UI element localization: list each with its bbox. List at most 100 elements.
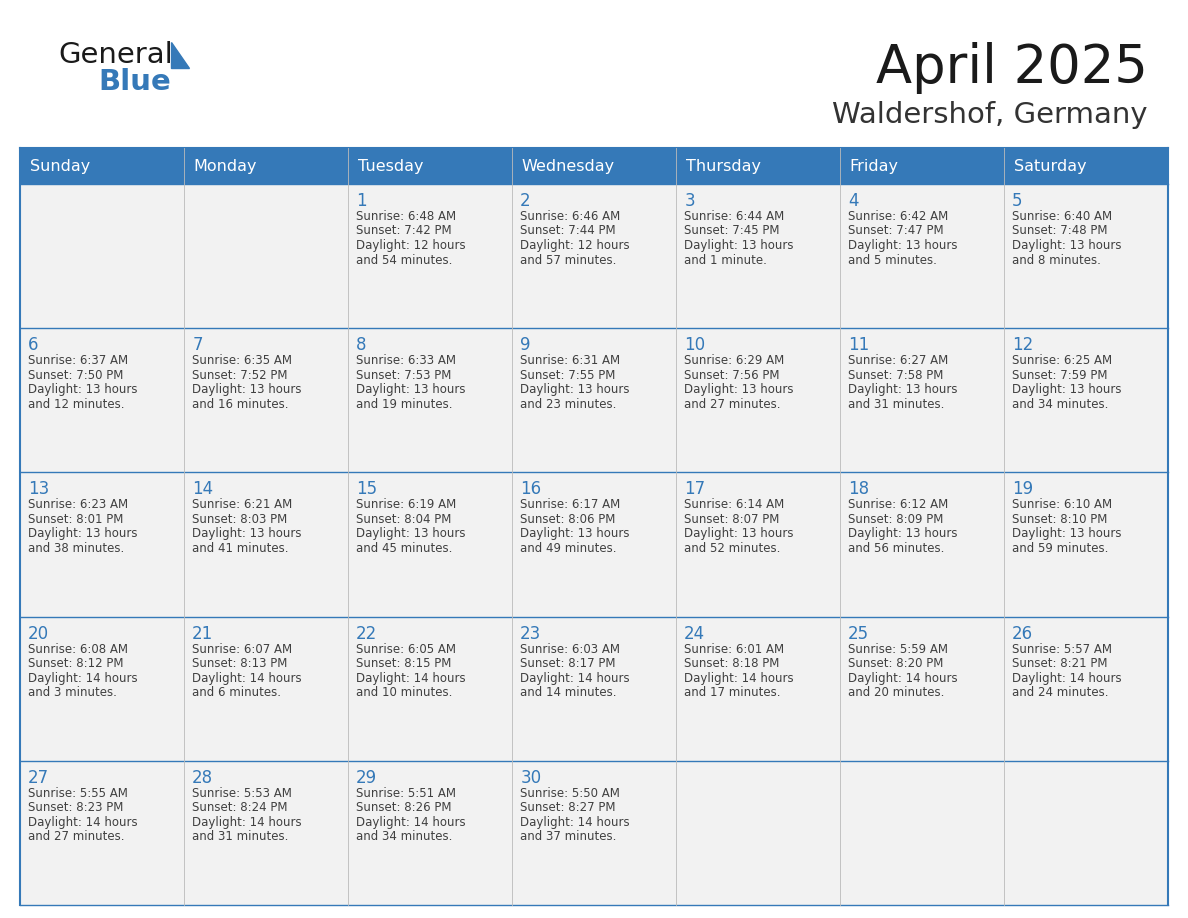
Text: 17: 17 xyxy=(684,480,706,498)
Text: Sunset: 8:01 PM: Sunset: 8:01 PM xyxy=(29,513,124,526)
Text: Friday: Friday xyxy=(849,159,899,174)
Text: and 16 minutes.: and 16 minutes. xyxy=(192,397,289,410)
Text: Daylight: 13 hours: Daylight: 13 hours xyxy=(848,528,958,541)
Text: and 23 minutes.: and 23 minutes. xyxy=(520,397,617,410)
Text: 29: 29 xyxy=(356,768,378,787)
Text: Saturday: Saturday xyxy=(1013,159,1087,174)
Text: Sunrise: 6:42 AM: Sunrise: 6:42 AM xyxy=(848,210,948,223)
Text: Thursday: Thursday xyxy=(685,159,760,174)
Text: Sunset: 8:10 PM: Sunset: 8:10 PM xyxy=(1012,513,1107,526)
Bar xyxy=(512,184,676,329)
Text: Daylight: 13 hours: Daylight: 13 hours xyxy=(356,383,466,397)
Bar xyxy=(840,617,1004,761)
Bar xyxy=(676,761,840,905)
Text: Daylight: 14 hours: Daylight: 14 hours xyxy=(192,672,302,685)
Bar xyxy=(1004,184,1168,329)
Bar xyxy=(840,761,1004,905)
Text: Sunset: 7:58 PM: Sunset: 7:58 PM xyxy=(848,369,943,382)
Text: Sunrise: 6:29 AM: Sunrise: 6:29 AM xyxy=(684,354,784,367)
Bar xyxy=(20,148,1168,184)
Text: 8: 8 xyxy=(356,336,367,354)
Text: Sunset: 8:26 PM: Sunset: 8:26 PM xyxy=(356,801,451,814)
Text: Sunrise: 6:23 AM: Sunrise: 6:23 AM xyxy=(29,498,128,511)
Text: and 6 minutes.: and 6 minutes. xyxy=(192,686,282,700)
Text: Daylight: 13 hours: Daylight: 13 hours xyxy=(29,383,138,397)
Text: Sunrise: 5:59 AM: Sunrise: 5:59 AM xyxy=(848,643,948,655)
Text: Daylight: 13 hours: Daylight: 13 hours xyxy=(192,528,302,541)
Text: 30: 30 xyxy=(520,768,542,787)
Text: Sunrise: 5:55 AM: Sunrise: 5:55 AM xyxy=(29,787,128,800)
Text: Sunrise: 6:03 AM: Sunrise: 6:03 AM xyxy=(520,643,620,655)
Text: Sunset: 7:59 PM: Sunset: 7:59 PM xyxy=(1012,369,1107,382)
Text: Sunrise: 6:21 AM: Sunrise: 6:21 AM xyxy=(192,498,292,511)
Text: Sunrise: 6:40 AM: Sunrise: 6:40 AM xyxy=(1012,210,1112,223)
Text: Sunrise: 6:25 AM: Sunrise: 6:25 AM xyxy=(1012,354,1112,367)
Text: 27: 27 xyxy=(29,768,50,787)
Text: Sunset: 8:15 PM: Sunset: 8:15 PM xyxy=(356,657,451,670)
Text: Sunset: 7:47 PM: Sunset: 7:47 PM xyxy=(848,225,943,238)
Text: Daylight: 14 hours: Daylight: 14 hours xyxy=(356,672,466,685)
Text: 5: 5 xyxy=(1012,192,1023,210)
Bar xyxy=(676,617,840,761)
Text: Sunrise: 6:46 AM: Sunrise: 6:46 AM xyxy=(520,210,620,223)
Text: Sunrise: 6:35 AM: Sunrise: 6:35 AM xyxy=(192,354,292,367)
Text: 20: 20 xyxy=(29,624,50,643)
Text: Sunset: 8:27 PM: Sunset: 8:27 PM xyxy=(520,801,615,814)
Text: Sunrise: 6:27 AM: Sunrise: 6:27 AM xyxy=(848,354,948,367)
Text: Sunrise: 6:48 AM: Sunrise: 6:48 AM xyxy=(356,210,456,223)
Text: 7: 7 xyxy=(192,336,203,354)
Text: and 45 minutes.: and 45 minutes. xyxy=(356,542,453,554)
Text: and 24 minutes.: and 24 minutes. xyxy=(1012,686,1108,700)
Text: and 12 minutes.: and 12 minutes. xyxy=(29,397,125,410)
Text: 21: 21 xyxy=(192,624,214,643)
Text: Sunset: 8:24 PM: Sunset: 8:24 PM xyxy=(192,801,287,814)
Text: Monday: Monday xyxy=(194,159,258,174)
Text: Daylight: 12 hours: Daylight: 12 hours xyxy=(356,239,466,252)
Bar xyxy=(184,617,348,761)
Bar xyxy=(1004,617,1168,761)
Text: Daylight: 13 hours: Daylight: 13 hours xyxy=(1012,239,1121,252)
Bar xyxy=(676,473,840,617)
Text: Sunrise: 6:07 AM: Sunrise: 6:07 AM xyxy=(192,643,292,655)
Text: and 37 minutes.: and 37 minutes. xyxy=(520,830,617,844)
Text: 22: 22 xyxy=(356,624,378,643)
Text: and 34 minutes.: and 34 minutes. xyxy=(1012,397,1108,410)
Text: Daylight: 13 hours: Daylight: 13 hours xyxy=(1012,528,1121,541)
Text: Daylight: 13 hours: Daylight: 13 hours xyxy=(684,528,794,541)
Text: Sunset: 7:56 PM: Sunset: 7:56 PM xyxy=(684,369,779,382)
Bar xyxy=(1004,761,1168,905)
Text: Sunrise: 6:19 AM: Sunrise: 6:19 AM xyxy=(356,498,456,511)
Text: 15: 15 xyxy=(356,480,378,498)
Text: and 41 minutes.: and 41 minutes. xyxy=(192,542,289,554)
Text: Sunset: 8:18 PM: Sunset: 8:18 PM xyxy=(684,657,779,670)
Text: Sunset: 8:04 PM: Sunset: 8:04 PM xyxy=(356,513,451,526)
Text: 25: 25 xyxy=(848,624,870,643)
Bar xyxy=(840,329,1004,473)
Text: 12: 12 xyxy=(1012,336,1034,354)
Text: and 5 minutes.: and 5 minutes. xyxy=(848,253,937,266)
Bar xyxy=(676,329,840,473)
Text: and 17 minutes.: and 17 minutes. xyxy=(684,686,781,700)
Bar xyxy=(20,617,184,761)
Text: Sunrise: 6:08 AM: Sunrise: 6:08 AM xyxy=(29,643,128,655)
Text: Sunset: 8:23 PM: Sunset: 8:23 PM xyxy=(29,801,124,814)
Text: Sunset: 8:09 PM: Sunset: 8:09 PM xyxy=(848,513,943,526)
Text: Sunset: 7:52 PM: Sunset: 7:52 PM xyxy=(192,369,287,382)
Text: Daylight: 13 hours: Daylight: 13 hours xyxy=(520,383,630,397)
Text: 6: 6 xyxy=(29,336,39,354)
Text: Waldershof, Germany: Waldershof, Germany xyxy=(833,101,1148,129)
Text: 14: 14 xyxy=(192,480,214,498)
Text: Daylight: 13 hours: Daylight: 13 hours xyxy=(192,383,302,397)
Text: and 14 minutes.: and 14 minutes. xyxy=(520,686,617,700)
Text: 16: 16 xyxy=(520,480,542,498)
Text: Sunset: 8:03 PM: Sunset: 8:03 PM xyxy=(192,513,287,526)
Text: Sunrise: 6:05 AM: Sunrise: 6:05 AM xyxy=(356,643,456,655)
Text: Sunset: 7:42 PM: Sunset: 7:42 PM xyxy=(356,225,451,238)
Bar xyxy=(512,617,676,761)
Text: Sunrise: 5:50 AM: Sunrise: 5:50 AM xyxy=(520,787,620,800)
Text: Sunset: 8:12 PM: Sunset: 8:12 PM xyxy=(29,657,124,670)
Text: Sunset: 8:20 PM: Sunset: 8:20 PM xyxy=(848,657,943,670)
Text: Sunset: 8:21 PM: Sunset: 8:21 PM xyxy=(1012,657,1107,670)
Text: and 31 minutes.: and 31 minutes. xyxy=(848,397,944,410)
Text: Wednesday: Wednesday xyxy=(522,159,615,174)
